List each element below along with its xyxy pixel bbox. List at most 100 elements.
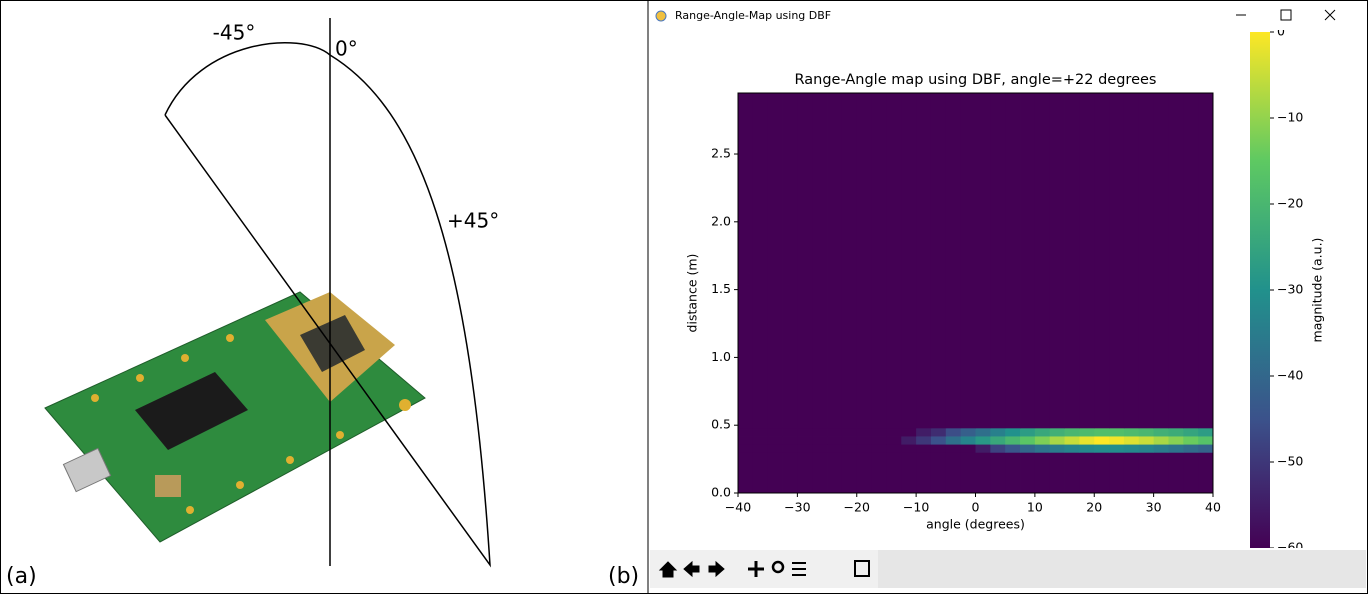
colorbar-tick-label: −50 bbox=[1277, 454, 1303, 469]
heatmap-cell bbox=[961, 436, 976, 445]
heatmap-cell bbox=[1124, 452, 1139, 493]
heatmap-cell bbox=[961, 93, 976, 428]
heatmap-cell bbox=[1050, 436, 1065, 445]
heatmap-cell bbox=[797, 93, 812, 428]
heatmap-cell bbox=[1168, 428, 1183, 437]
heatmap-cell bbox=[916, 93, 931, 428]
heatmap-cell bbox=[827, 444, 842, 453]
pin bbox=[336, 431, 344, 439]
heatmap-cell bbox=[857, 444, 872, 453]
heatmap-cell bbox=[1005, 436, 1020, 445]
figure: -45° 0° +45° (a) (b) Range-Angle-Map usi… bbox=[0, 0, 1368, 594]
heatmap-cell bbox=[1139, 93, 1154, 428]
heatmap-cell bbox=[1198, 93, 1213, 428]
heatmap-cell bbox=[916, 452, 931, 493]
heatmap-cell bbox=[886, 93, 901, 428]
heatmap-cell bbox=[1035, 93, 1050, 428]
heatmap-cell bbox=[886, 452, 901, 493]
heatmap-cell bbox=[1065, 452, 1080, 493]
y-tick-label: 2.5 bbox=[711, 146, 731, 161]
x-tick-label: 10 bbox=[1027, 500, 1043, 515]
heatmap-cell bbox=[842, 93, 857, 428]
heatmap-cell bbox=[1154, 444, 1169, 453]
pin bbox=[91, 394, 99, 402]
heatmap-cell bbox=[797, 444, 812, 453]
heatmap-cell bbox=[768, 452, 783, 493]
x-axis-label: angle (degrees) bbox=[926, 517, 1025, 532]
colorbar-tick-label: −20 bbox=[1277, 196, 1303, 211]
heatmap-cell bbox=[976, 436, 991, 445]
heatmap-cell bbox=[812, 93, 827, 428]
heatmap-cell bbox=[812, 452, 827, 493]
heatmap-cell bbox=[1198, 444, 1213, 453]
heatmap-cell bbox=[842, 444, 857, 453]
heatmap-cell bbox=[753, 436, 768, 445]
heatmap-cell bbox=[1005, 93, 1020, 428]
heatmap-cell bbox=[931, 428, 946, 437]
heatmap-cell bbox=[738, 444, 753, 453]
heatmap-cell bbox=[946, 452, 961, 493]
heatmap-cell bbox=[916, 444, 931, 453]
heatmap-cell bbox=[797, 452, 812, 493]
heatmap-cell bbox=[1183, 444, 1198, 453]
heatmap-cell bbox=[1020, 436, 1035, 445]
heatmap-cell bbox=[1065, 93, 1080, 428]
heatmap-cell bbox=[1139, 444, 1154, 453]
heatmap-cell bbox=[901, 452, 916, 493]
heatmap-cell bbox=[946, 436, 961, 445]
heatmap-cell bbox=[1109, 444, 1124, 453]
heatmap-cell bbox=[1079, 428, 1094, 437]
panel-label: (a) bbox=[6, 564, 37, 589]
heatmap-cell bbox=[990, 452, 1005, 493]
heatmap-cell bbox=[961, 452, 976, 493]
heatmap-cell bbox=[946, 93, 961, 428]
y-tick-label: 0.5 bbox=[711, 417, 731, 432]
heatmap-cell bbox=[1109, 436, 1124, 445]
pin bbox=[399, 399, 411, 411]
heatmap-cell bbox=[783, 428, 798, 437]
heatmap-cell bbox=[1154, 93, 1169, 428]
heatmap-cell bbox=[842, 428, 857, 437]
heatmap-cell bbox=[1124, 436, 1139, 445]
colorbar-tick-label: −30 bbox=[1277, 282, 1303, 297]
heatmap-cell bbox=[753, 428, 768, 437]
heatmap-cell bbox=[1050, 428, 1065, 437]
panel-label: (b) bbox=[608, 564, 639, 589]
heatmap-cell bbox=[783, 93, 798, 428]
heatmap-cell bbox=[1124, 444, 1139, 453]
heatmap-cell bbox=[1183, 93, 1198, 428]
heatmap-cell bbox=[1035, 428, 1050, 437]
heatmap-cell bbox=[1124, 428, 1139, 437]
pin bbox=[186, 506, 194, 514]
heatmap-cell bbox=[1154, 436, 1169, 445]
angle-label: 0° bbox=[335, 37, 358, 61]
heatmap-cell bbox=[990, 444, 1005, 453]
pin bbox=[286, 456, 294, 464]
x-tick-label: −20 bbox=[844, 500, 870, 515]
heatmap-cell bbox=[1050, 93, 1065, 428]
heatmap-cell bbox=[1198, 436, 1213, 445]
heatmap-cell bbox=[1183, 452, 1198, 493]
heatmap-cell bbox=[1020, 452, 1035, 493]
heatmap-cell bbox=[1198, 428, 1213, 437]
y-tick-label: 1.0 bbox=[711, 349, 731, 364]
heatmap-cell bbox=[768, 428, 783, 437]
app-icon bbox=[656, 11, 666, 21]
pin bbox=[181, 354, 189, 362]
heatmap-cell bbox=[916, 436, 931, 445]
heatmap-cell bbox=[886, 428, 901, 437]
window-title: Range-Angle-Map using DBF bbox=[675, 9, 831, 22]
heatmap-cell bbox=[961, 444, 976, 453]
y-tick-label: 0.0 bbox=[711, 485, 731, 500]
heatmap-cell bbox=[812, 436, 827, 445]
heatmap-cell bbox=[1183, 436, 1198, 445]
heatmap-cell bbox=[976, 444, 991, 453]
colorbar-tick-label: −40 bbox=[1277, 368, 1303, 383]
heatmap-cell bbox=[1094, 428, 1109, 437]
heatmap-cell bbox=[1035, 452, 1050, 493]
heatmap-cell bbox=[872, 428, 887, 437]
heatmap-cell bbox=[827, 93, 842, 428]
heatmap-cell bbox=[753, 93, 768, 428]
heatmap-cell bbox=[738, 436, 753, 445]
x-tick-label: 30 bbox=[1146, 500, 1162, 515]
